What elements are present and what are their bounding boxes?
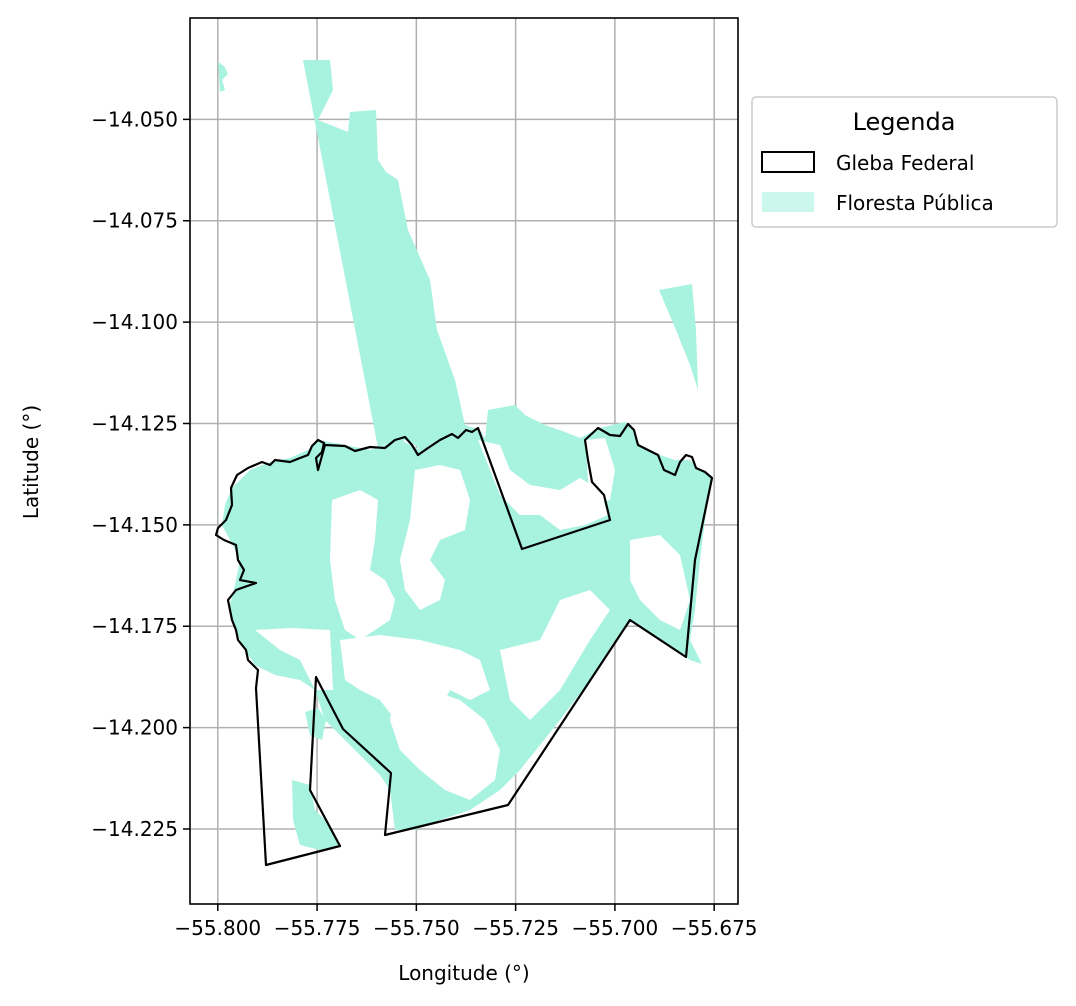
y-tick-label: −14.150	[91, 513, 178, 537]
forest-south-west-strip	[305, 708, 326, 740]
forest-south-west-lobe	[292, 780, 340, 850]
gap-west	[255, 628, 333, 690]
forest-north-strip	[303, 60, 486, 455]
x-tick-label: −55.700	[572, 916, 659, 940]
gleba-federal-boundary	[214, 422, 714, 867]
gap-east-1	[585, 438, 615, 505]
legend-title: Legenda	[853, 108, 956, 136]
x-tick-label: −55.800	[174, 916, 261, 940]
legend-box	[751, 96, 1058, 228]
plot-frame	[189, 17, 739, 905]
legend-label-gleba: Gleba Federal	[836, 151, 974, 175]
legend-label-floresta: Floresta Pública	[836, 191, 994, 215]
x-axis-ticks: −55.800 −55.775 −55.750 −55.725 −55.700 −55.6…	[174, 904, 758, 940]
y-tick-label: −14.075	[91, 209, 178, 233]
y-tick-label: −14.100	[91, 310, 178, 334]
gap-center-2	[400, 465, 470, 610]
gap-center-1	[330, 490, 395, 640]
x-tick-label: −55.675	[671, 916, 758, 940]
legend-swatch-gleba	[761, 151, 815, 173]
x-tick-label: −55.725	[472, 916, 559, 940]
y-axis-ticks: −14.050 −14.075 −14.100 −14.125 −14.150 −14.1…	[91, 107, 190, 841]
gap-north-east	[478, 440, 608, 530]
gap-south-east	[500, 590, 610, 720]
non-forest-gaps	[255, 438, 690, 800]
y-tick-label: −14.175	[91, 614, 178, 638]
gap-center-3	[340, 635, 490, 730]
y-tick-label: −14.050	[91, 107, 178, 131]
forest-east-sliver	[659, 284, 698, 390]
x-tick-label: −55.775	[274, 916, 361, 940]
y-tick-label: −14.225	[91, 817, 178, 841]
y-axis-title: Latitude (°)	[19, 405, 43, 519]
x-axis-title: Longitude (°)	[398, 961, 529, 985]
legend: Legenda Gleba Federal Floresta Pública	[751, 96, 1058, 228]
x-tick-label: −55.750	[373, 916, 460, 940]
gap-south	[390, 690, 500, 800]
y-tick-label: −14.200	[91, 716, 178, 740]
legend-swatch-floresta	[762, 192, 814, 212]
gap-east-2	[630, 535, 690, 630]
forest-nw-fragment	[218, 62, 228, 92]
y-tick-label: −14.125	[91, 411, 178, 435]
